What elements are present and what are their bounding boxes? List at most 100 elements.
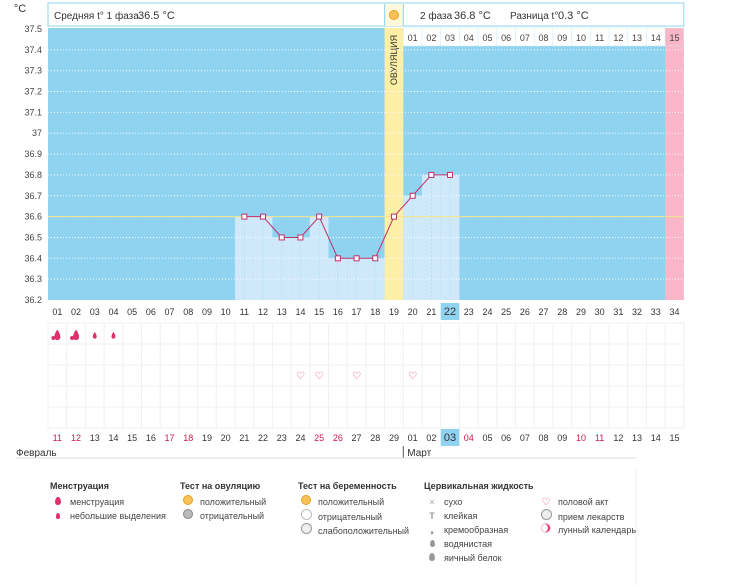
plot-background (48, 28, 684, 300)
legend-label: положительный (318, 497, 385, 507)
temperature-point (428, 171, 435, 178)
temperature-line (244, 174, 451, 259)
temperature-bar (422, 174, 441, 300)
temperature-point (316, 213, 323, 220)
temperature-point (447, 171, 454, 178)
date-label: 18 (183, 433, 193, 443)
top-day-label: 14 (651, 33, 661, 43)
date-label: 27 (352, 433, 362, 443)
legend-cervical-dry: × сухо (424, 495, 534, 509)
top-day-label: 15 (669, 33, 679, 43)
cycle-day-label: 33 (651, 307, 661, 317)
y-tick-label: 37 (32, 128, 42, 138)
y-tick-label: 36.8 (24, 170, 42, 180)
current-day-highlight (440, 303, 460, 320)
watery-drop-icon (429, 540, 435, 547)
date-label: 13 (90, 433, 100, 443)
date-label: 21 (239, 433, 249, 443)
date-label: 24 (295, 433, 305, 443)
date-label: 19 (202, 433, 212, 443)
top-day-label: 09 (557, 33, 567, 43)
cycle-day-label: 14 (295, 307, 305, 317)
temperature-point (334, 255, 341, 262)
pill-icon (540, 509, 552, 520)
phase1-value: 36.5 °C (138, 10, 175, 22)
cycle-day-label: 25 (501, 307, 511, 317)
cycle-day-label: 15 (314, 307, 324, 317)
cycle-day-label: 10 (221, 307, 231, 317)
cycle-day-label: 20 (408, 307, 418, 317)
top-day-cell (664, 27, 685, 47)
heart-icon: ♡ (352, 371, 361, 382)
date-label: 08 (539, 433, 549, 443)
legend-pregnancy-title: Тест на беременность (298, 481, 397, 491)
cycle-day-label: 17 (352, 307, 362, 317)
legend-label: клейкая (444, 511, 478, 521)
top-day-label: 08 (539, 33, 549, 43)
unit-label: °C (14, 3, 26, 15)
month-label-mar: Март (407, 448, 431, 459)
date-label: 12 (613, 433, 623, 443)
y-tick-label: 36.2 (24, 295, 42, 305)
next-period-column (665, 28, 684, 300)
legend-label: отрицательный (318, 512, 383, 522)
legend-cervical-creamy: ❟ кремообразная (424, 523, 534, 537)
cycle-day-label: 34 (669, 307, 679, 317)
top-day-label: 11 (595, 33, 604, 43)
legend-ovulation-positive: положительный (180, 495, 266, 509)
small-drop-icon (56, 513, 60, 519)
creamy-icon: ❟ (430, 525, 434, 535)
legend-spotting-item: небольшие выделения (50, 509, 166, 523)
month-label-feb: Февраль (16, 448, 57, 459)
cycle-day-label: 29 (576, 307, 586, 317)
heart-icon: ♡ (408, 371, 417, 382)
legend-pregnancy-test: Тест на беременность положительный отриц… (298, 481, 409, 537)
date-label: 09 (557, 433, 567, 443)
date-label: 23 (277, 433, 287, 443)
date-label: 12 (71, 433, 81, 443)
y-tick-label: 36.3 (24, 274, 42, 284)
legend-ovulation-negative: отрицательный (180, 509, 266, 523)
y-tick-label: 37.3 (24, 66, 42, 76)
date-label: 07 (520, 433, 530, 443)
top-day-label: 13 (632, 33, 642, 43)
legend-other: ♡ половой акт прием лекарств лунный кален… (538, 495, 636, 537)
legend-moon: лунный календарь (538, 523, 636, 537)
temperature-bar (272, 237, 292, 300)
top-day-label: 07 (520, 33, 530, 43)
cycle-day-label: 28 (557, 307, 567, 317)
cycle-day-label: 31 (613, 307, 623, 317)
cycle-day-label: 23 (464, 307, 474, 317)
cycle-day-label: 06 (146, 307, 156, 317)
legend-label: кремообразная (444, 525, 509, 535)
negative-test-icon (300, 509, 312, 520)
diff-value: 0.3 °C (558, 10, 589, 22)
y-tick-label: 36.9 (24, 149, 42, 159)
cycle-day-label: 18 (370, 307, 380, 317)
legend-label: слабоположительный (318, 526, 410, 536)
legend-label: менструация (70, 497, 125, 507)
date-label: 28 (370, 433, 380, 443)
blood-drop-icon (55, 497, 61, 505)
ovulation-column (384, 28, 404, 300)
temperature-point (297, 234, 304, 241)
y-tick-label: 36.4 (24, 253, 42, 263)
blood-drop-icon (73, 329, 80, 340)
cycle-day-label: 01 (52, 307, 62, 317)
cycle-day-label: 27 (539, 307, 549, 317)
legend-menstruation-item: менструация (50, 495, 166, 509)
top-day-label: 12 (613, 33, 623, 43)
legend-medication: прием лекарств (538, 509, 636, 523)
date-label: 06 (501, 433, 511, 443)
legend-label: водянистая (444, 539, 493, 549)
cycle-day-label: 02 (71, 307, 81, 317)
blood-drop-icon (92, 331, 97, 339)
diff-label: Разница t° (510, 11, 558, 22)
legend-pregnancy-negative: отрицательный (298, 509, 409, 523)
legend-cervical-eggwhite: яичный белок (424, 551, 534, 565)
grey-dot-icon (183, 509, 193, 519)
date-label: 25 (314, 433, 324, 443)
sun-icon (183, 495, 193, 505)
positive-test-icon (301, 495, 311, 505)
